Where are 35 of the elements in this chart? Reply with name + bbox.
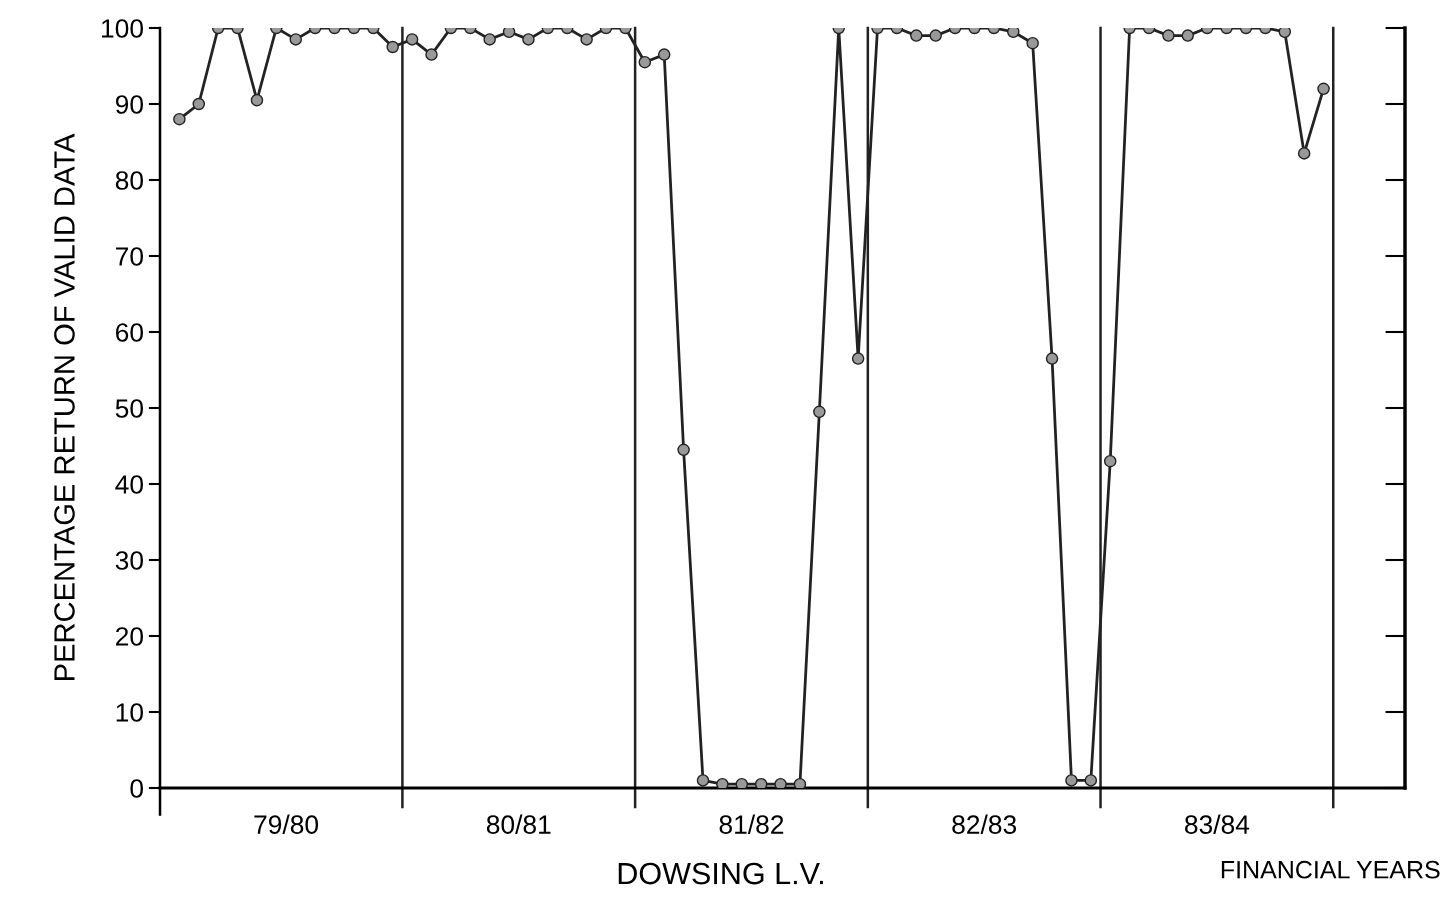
point bbox=[1045, 352, 1059, 365]
y-axis-title: PERCENTAGE RETURN OF VALID DATA bbox=[54, 133, 75, 681]
point bbox=[754, 777, 768, 788]
point bbox=[1278, 28, 1292, 39]
y-tick-label: 80 bbox=[115, 171, 143, 190]
y-tick-label: 20 bbox=[116, 627, 143, 646]
point bbox=[735, 777, 749, 788]
y-tick-label: 30 bbox=[115, 551, 143, 570]
point bbox=[716, 777, 729, 788]
point bbox=[774, 777, 787, 788]
text: 83/84 bbox=[1185, 814, 1250, 834]
point bbox=[696, 774, 710, 787]
text: 82/83 bbox=[952, 814, 1017, 834]
y-tick-label: 70 bbox=[116, 247, 143, 266]
point bbox=[793, 777, 807, 788]
point bbox=[1084, 774, 1098, 787]
point bbox=[851, 352, 865, 365]
y-tick-label: 10 bbox=[116, 703, 143, 722]
text: 79/80 bbox=[254, 814, 319, 834]
text: DOWSING L.V. bbox=[618, 862, 823, 885]
point bbox=[813, 405, 826, 419]
text: 80/81 bbox=[486, 814, 551, 834]
point bbox=[502, 28, 516, 39]
y-tick-label: 100 bbox=[102, 19, 143, 38]
y-tick-label: 40 bbox=[115, 475, 143, 494]
y-tick-label: 90 bbox=[115, 95, 143, 114]
point bbox=[1065, 774, 1078, 787]
y-tick-label: 60 bbox=[116, 323, 143, 342]
point bbox=[1103, 454, 1117, 468]
point bbox=[1007, 28, 1020, 39]
text: 81/82 bbox=[719, 814, 784, 834]
x-axis-title: FINANCIAL YEARS bbox=[1221, 860, 1440, 879]
y-tick-label: 50 bbox=[115, 399, 143, 418]
y-tick-label: 0 bbox=[130, 779, 143, 798]
point bbox=[677, 443, 690, 457]
